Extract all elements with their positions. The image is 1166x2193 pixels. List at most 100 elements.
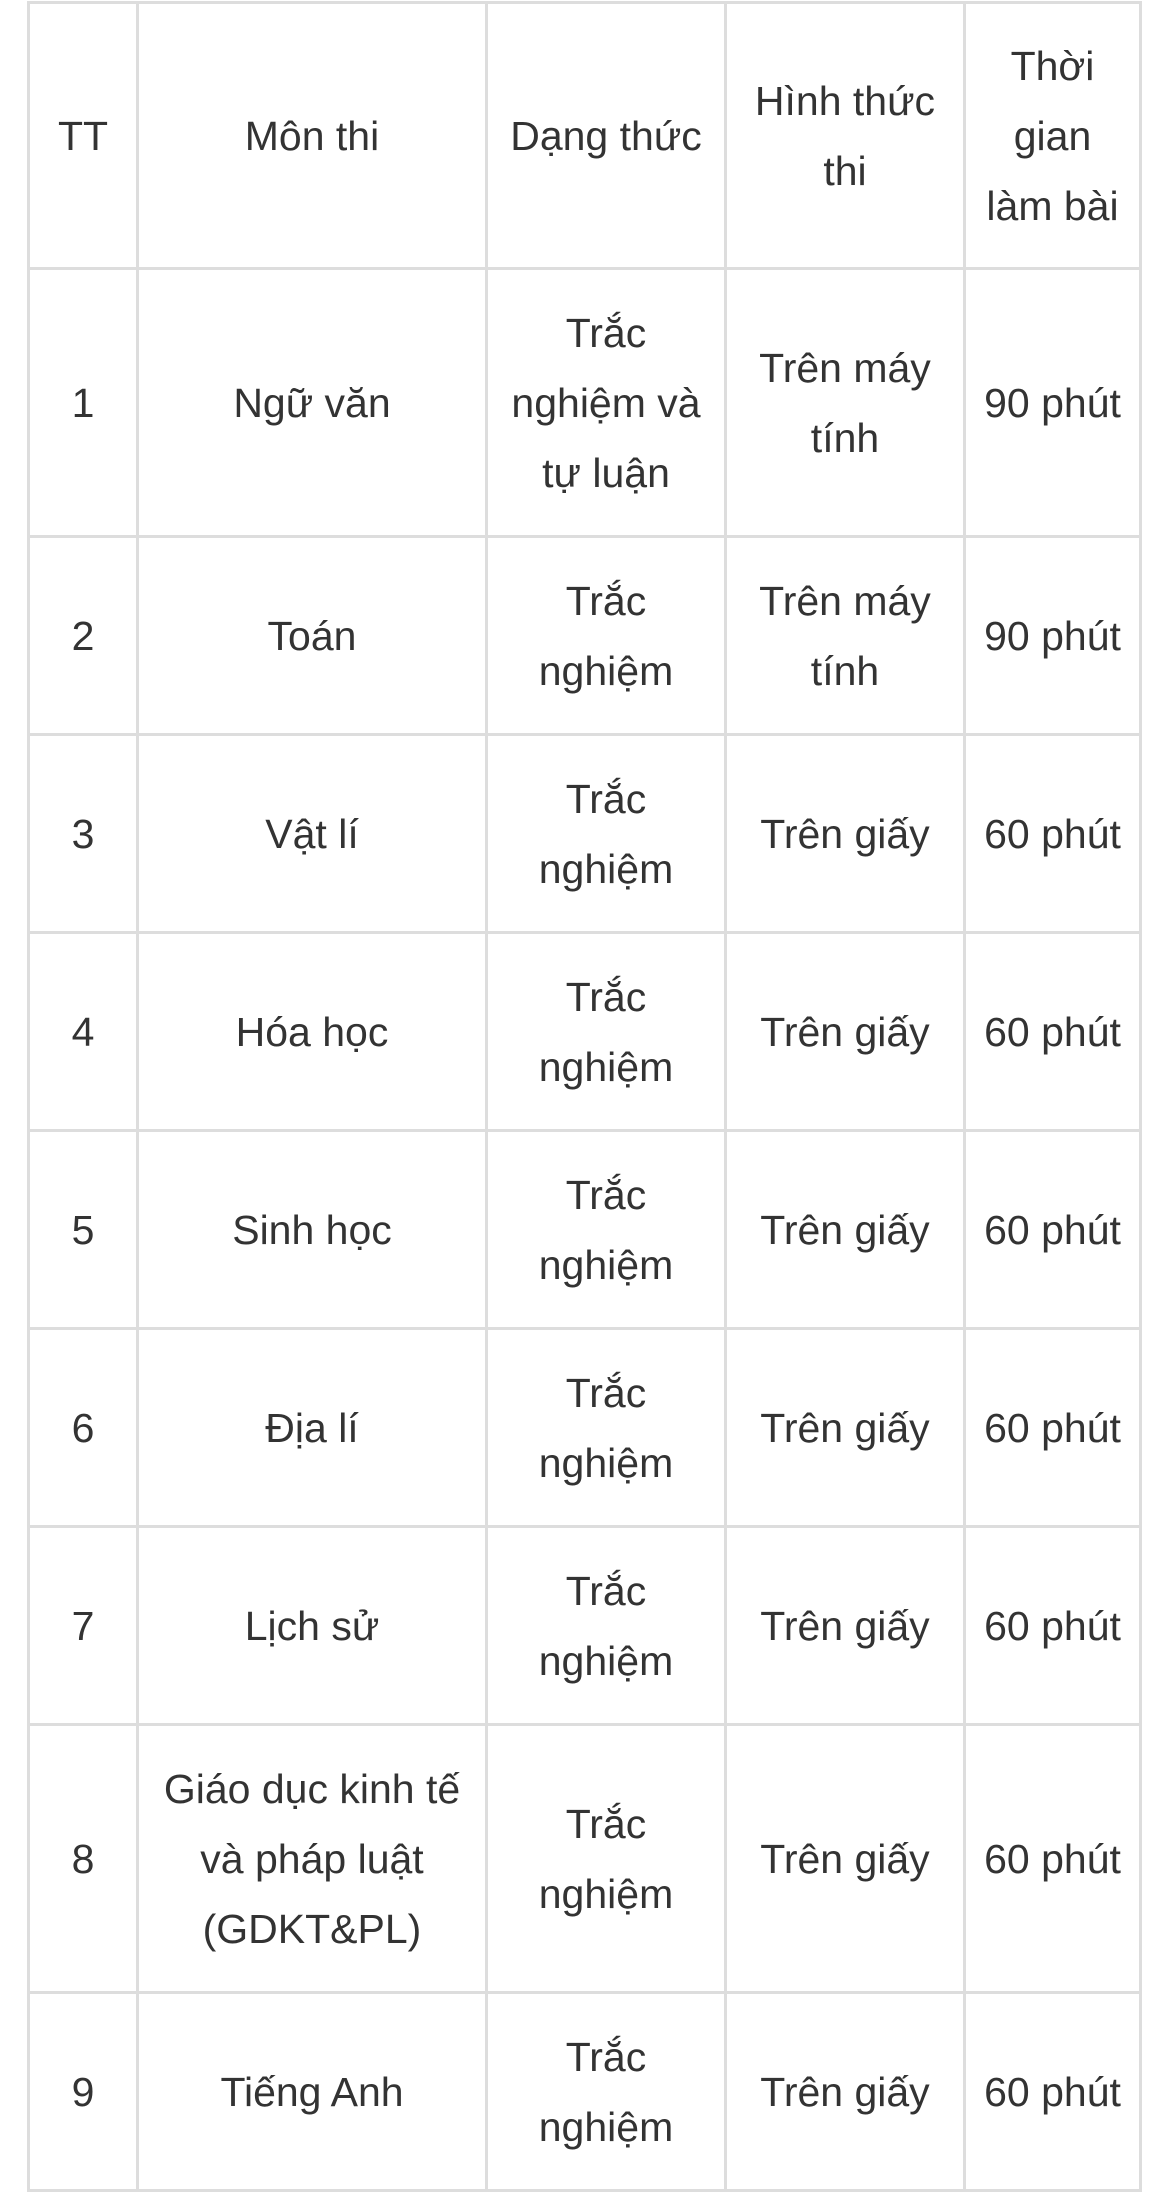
cell-text-line: 90 phút <box>984 612 1121 659</box>
cell-text-line: Địa lí <box>265 1404 359 1451</box>
column-header-duration: Thời gian làm bài <box>963 1 1142 270</box>
cell-text-line: 60 phút <box>984 810 1121 857</box>
cell-text-line: Trắc <box>565 1369 647 1416</box>
cell-text-line: 7 <box>71 1602 95 1649</box>
table-row: 5 Sinh học Trắc nghiệm Trên giấy 60 phút <box>27 1129 1142 1330</box>
cell-subject: Giáo dục kinh tế và pháp luật (GDKT&PL) <box>136 1723 488 1994</box>
cell-duration: 60 phút <box>963 733 1142 934</box>
table-row: 8 Giáo dục kinh tế và pháp luật (GDKT&PL) Tr… <box>27 1723 1142 1994</box>
cell-duration: 60 phút <box>963 1723 1142 1994</box>
cell-text-line: Trên máy <box>759 344 931 391</box>
cell-text-line: tính <box>810 647 880 694</box>
cell-subject: Sinh học <box>136 1129 488 1330</box>
cell-text-line: 60 phút <box>984 1835 1121 1882</box>
cell-text-line: nghiệm <box>538 1870 674 1917</box>
cell-text-line: 1 <box>71 379 95 426</box>
cell-method: Trên giấy <box>724 931 966 1132</box>
cell-text-line: Trắc <box>565 1171 647 1218</box>
cell-text-line: Lịch sử <box>244 1602 380 1649</box>
cell-format: Trắc nghiệm và tự luận <box>485 267 727 538</box>
column-header-format: Dạng thức <box>485 1 727 270</box>
cell-text-line: Thời <box>1010 42 1095 89</box>
cell-text-line: Trên giấy <box>760 1835 930 1882</box>
cell-text-line: TT <box>57 112 109 159</box>
cell-duration: 60 phút <box>963 1991 1142 2192</box>
column-header-tt: TT <box>27 1 139 270</box>
cell-text-line: 2 <box>71 612 95 659</box>
cell-duration: 90 phút <box>963 267 1142 538</box>
cell-text-line: Trắc <box>565 2033 647 2080</box>
cell-text-line: nghiệm <box>538 1439 674 1486</box>
cell-text-line: Trên giấy <box>760 2068 930 2115</box>
cell-tt: 6 <box>27 1327 139 1528</box>
column-header-subject: Môn thi <box>136 1 488 270</box>
cell-text-line: Trắc <box>565 309 647 356</box>
cell-method: Trên giấy <box>724 1991 966 2192</box>
cell-text-line: Trên giấy <box>760 810 930 857</box>
cell-text-line: nghiệm <box>538 647 674 694</box>
column-header-method: Hình thức thi <box>724 1 966 270</box>
cell-text-line: Trên giấy <box>760 1206 930 1253</box>
cell-text-line: Hình thức <box>754 77 936 124</box>
cell-text-line: Ngữ văn <box>233 379 391 426</box>
cell-text-line: Vật lí <box>265 810 359 857</box>
cell-text-line: Trên giấy <box>760 1404 930 1451</box>
cell-tt: 3 <box>27 733 139 934</box>
cell-tt: 2 <box>27 535 139 736</box>
cell-text-line: 90 phút <box>984 379 1121 426</box>
cell-text-line: Trắc <box>565 1800 647 1847</box>
cell-text-line: nghiệm <box>538 845 674 892</box>
cell-text-line: 8 <box>71 1835 95 1882</box>
cell-text-line: 60 phút <box>984 1602 1121 1649</box>
cell-subject: Ngữ văn <box>136 267 488 538</box>
cell-text-line: Trên máy <box>759 577 931 624</box>
cell-duration: 60 phút <box>963 1525 1142 1726</box>
cell-text-line: (GDKT&PL) <box>202 1905 422 1952</box>
cell-tt: 8 <box>27 1723 139 1994</box>
cell-format: Trắc nghiệm <box>485 1327 727 1528</box>
cell-duration: 60 phút <box>963 931 1142 1132</box>
cell-subject: Toán <box>136 535 488 736</box>
cell-text-line: thi <box>823 147 867 194</box>
cell-method: Trên giấy <box>724 1129 966 1330</box>
cell-method: Trên giấy <box>724 1525 966 1726</box>
cell-text-line: 3 <box>71 810 95 857</box>
cell-method: Trên giấy <box>724 1327 966 1528</box>
cell-duration: 60 phút <box>963 1129 1142 1330</box>
cell-text-line: Trắc <box>565 1567 647 1614</box>
cell-text-line: 9 <box>71 2068 95 2115</box>
cell-format: Trắc nghiệm <box>485 1525 727 1726</box>
cell-format: Trắc nghiệm <box>485 733 727 934</box>
cell-text-line: nghiệm <box>538 1241 674 1288</box>
cell-format: Trắc nghiệm <box>485 1129 727 1330</box>
cell-text-line: Trắc <box>565 775 647 822</box>
cell-method: Trên máy tính <box>724 535 966 736</box>
cell-text-line: Trên giấy <box>760 1008 930 1055</box>
cell-duration: 90 phút <box>963 535 1142 736</box>
cell-tt: 5 <box>27 1129 139 1330</box>
cell-format: Trắc nghiệm <box>485 535 727 736</box>
exam-schedule-table: TT Môn thi Dạng thức Hình thức thi Thời gian là… <box>27 1 1142 2192</box>
cell-subject: Vật lí <box>136 733 488 934</box>
cell-text-line: Sinh học <box>232 1206 392 1253</box>
cell-text-line: 60 phút <box>984 1206 1121 1253</box>
cell-duration: 60 phút <box>963 1327 1142 1528</box>
header-row: TT Môn thi Dạng thức Hình thức thi Thời gian là… <box>27 1 1142 270</box>
table-row: 3 Vật lí Trắc nghiệm Trên giấy 60 phút <box>27 733 1142 934</box>
cell-text-line: tự luận <box>542 449 670 496</box>
cell-text-line: 6 <box>71 1404 95 1451</box>
cell-text-line: Trắc <box>565 577 647 624</box>
cell-text-line: tính <box>810 414 880 461</box>
cell-text-line: Trên giấy <box>760 1602 930 1649</box>
cell-subject: Hóa học <box>136 931 488 1132</box>
cell-tt: 9 <box>27 1991 139 2192</box>
cell-text-line: Tiếng Anh <box>220 2068 404 2115</box>
table-row: 1 Ngữ văn Trắc nghiệm và tự luận Trên máy tính… <box>27 267 1142 538</box>
cell-text-line: Toán <box>267 612 357 659</box>
cell-text-line: 60 phút <box>984 1008 1121 1055</box>
cell-text-line: nghiệm <box>538 1043 674 1090</box>
table-row: 9 Tiếng Anh Trắc nghiệm Trên giấy 60 phút <box>27 1991 1142 2192</box>
cell-subject: Tiếng Anh <box>136 1991 488 2192</box>
cell-text-line: Hóa học <box>235 1008 389 1055</box>
cell-method: Trên máy tính <box>724 267 966 538</box>
